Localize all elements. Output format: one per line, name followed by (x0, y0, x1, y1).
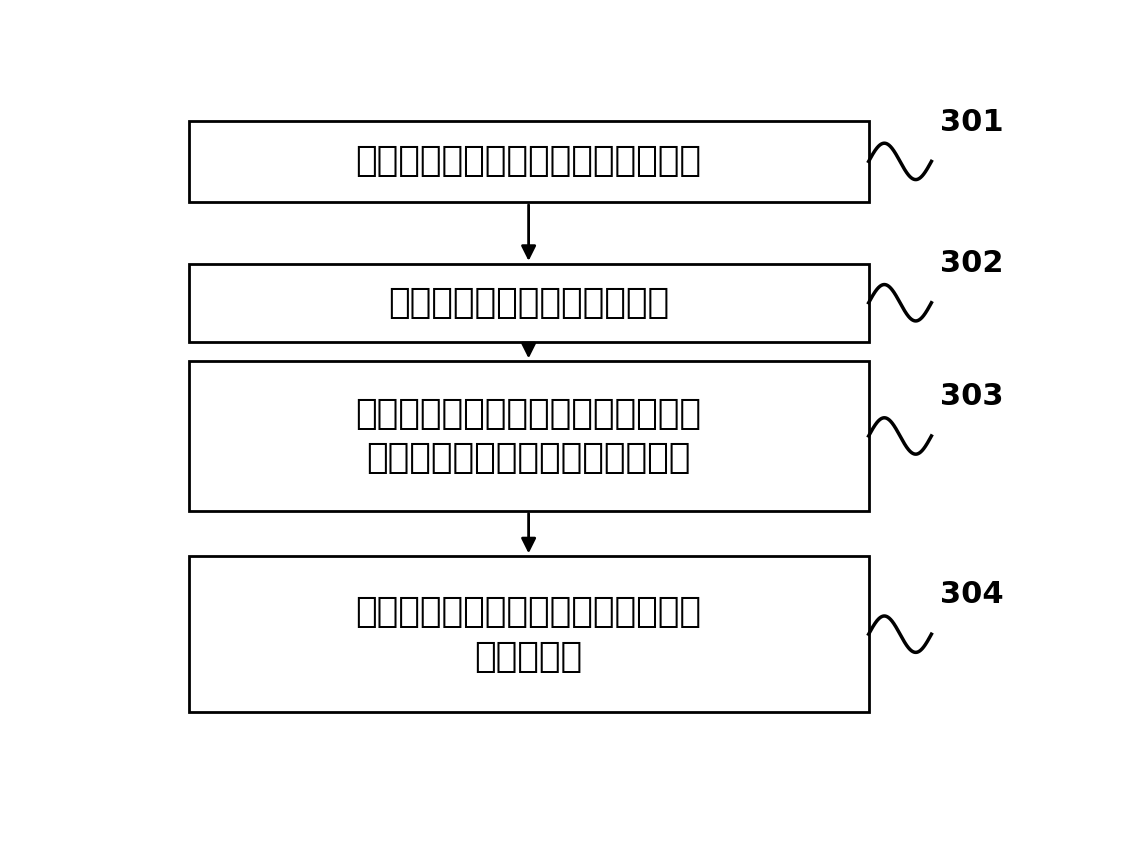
Text: 303: 303 (940, 382, 1004, 411)
Text: 接收来自于所述被测系统的回应帧，
并解析所述回应帧，获得测试结果: 接收来自于所述被测系统的回应帧， 并解析所述回应帧，获得测试结果 (356, 397, 702, 475)
Text: 根据用户输入的测试参数生成测试帧: 根据用户输入的测试参数生成测试帧 (356, 144, 702, 178)
Text: 304: 304 (940, 581, 1004, 609)
Text: 302: 302 (940, 249, 1004, 278)
Text: 当测试完成后，根据所述测试结果生
成测试报告: 当测试完成后，根据所述测试结果生 成测试报告 (356, 595, 702, 674)
Text: 将所述测试帧发送给被测系统: 将所述测试帧发送给被测系统 (388, 286, 669, 320)
Text: 301: 301 (940, 108, 1004, 137)
Bar (189, 121, 868, 202)
Bar (189, 361, 868, 511)
Bar (189, 263, 868, 342)
Bar (189, 556, 868, 712)
